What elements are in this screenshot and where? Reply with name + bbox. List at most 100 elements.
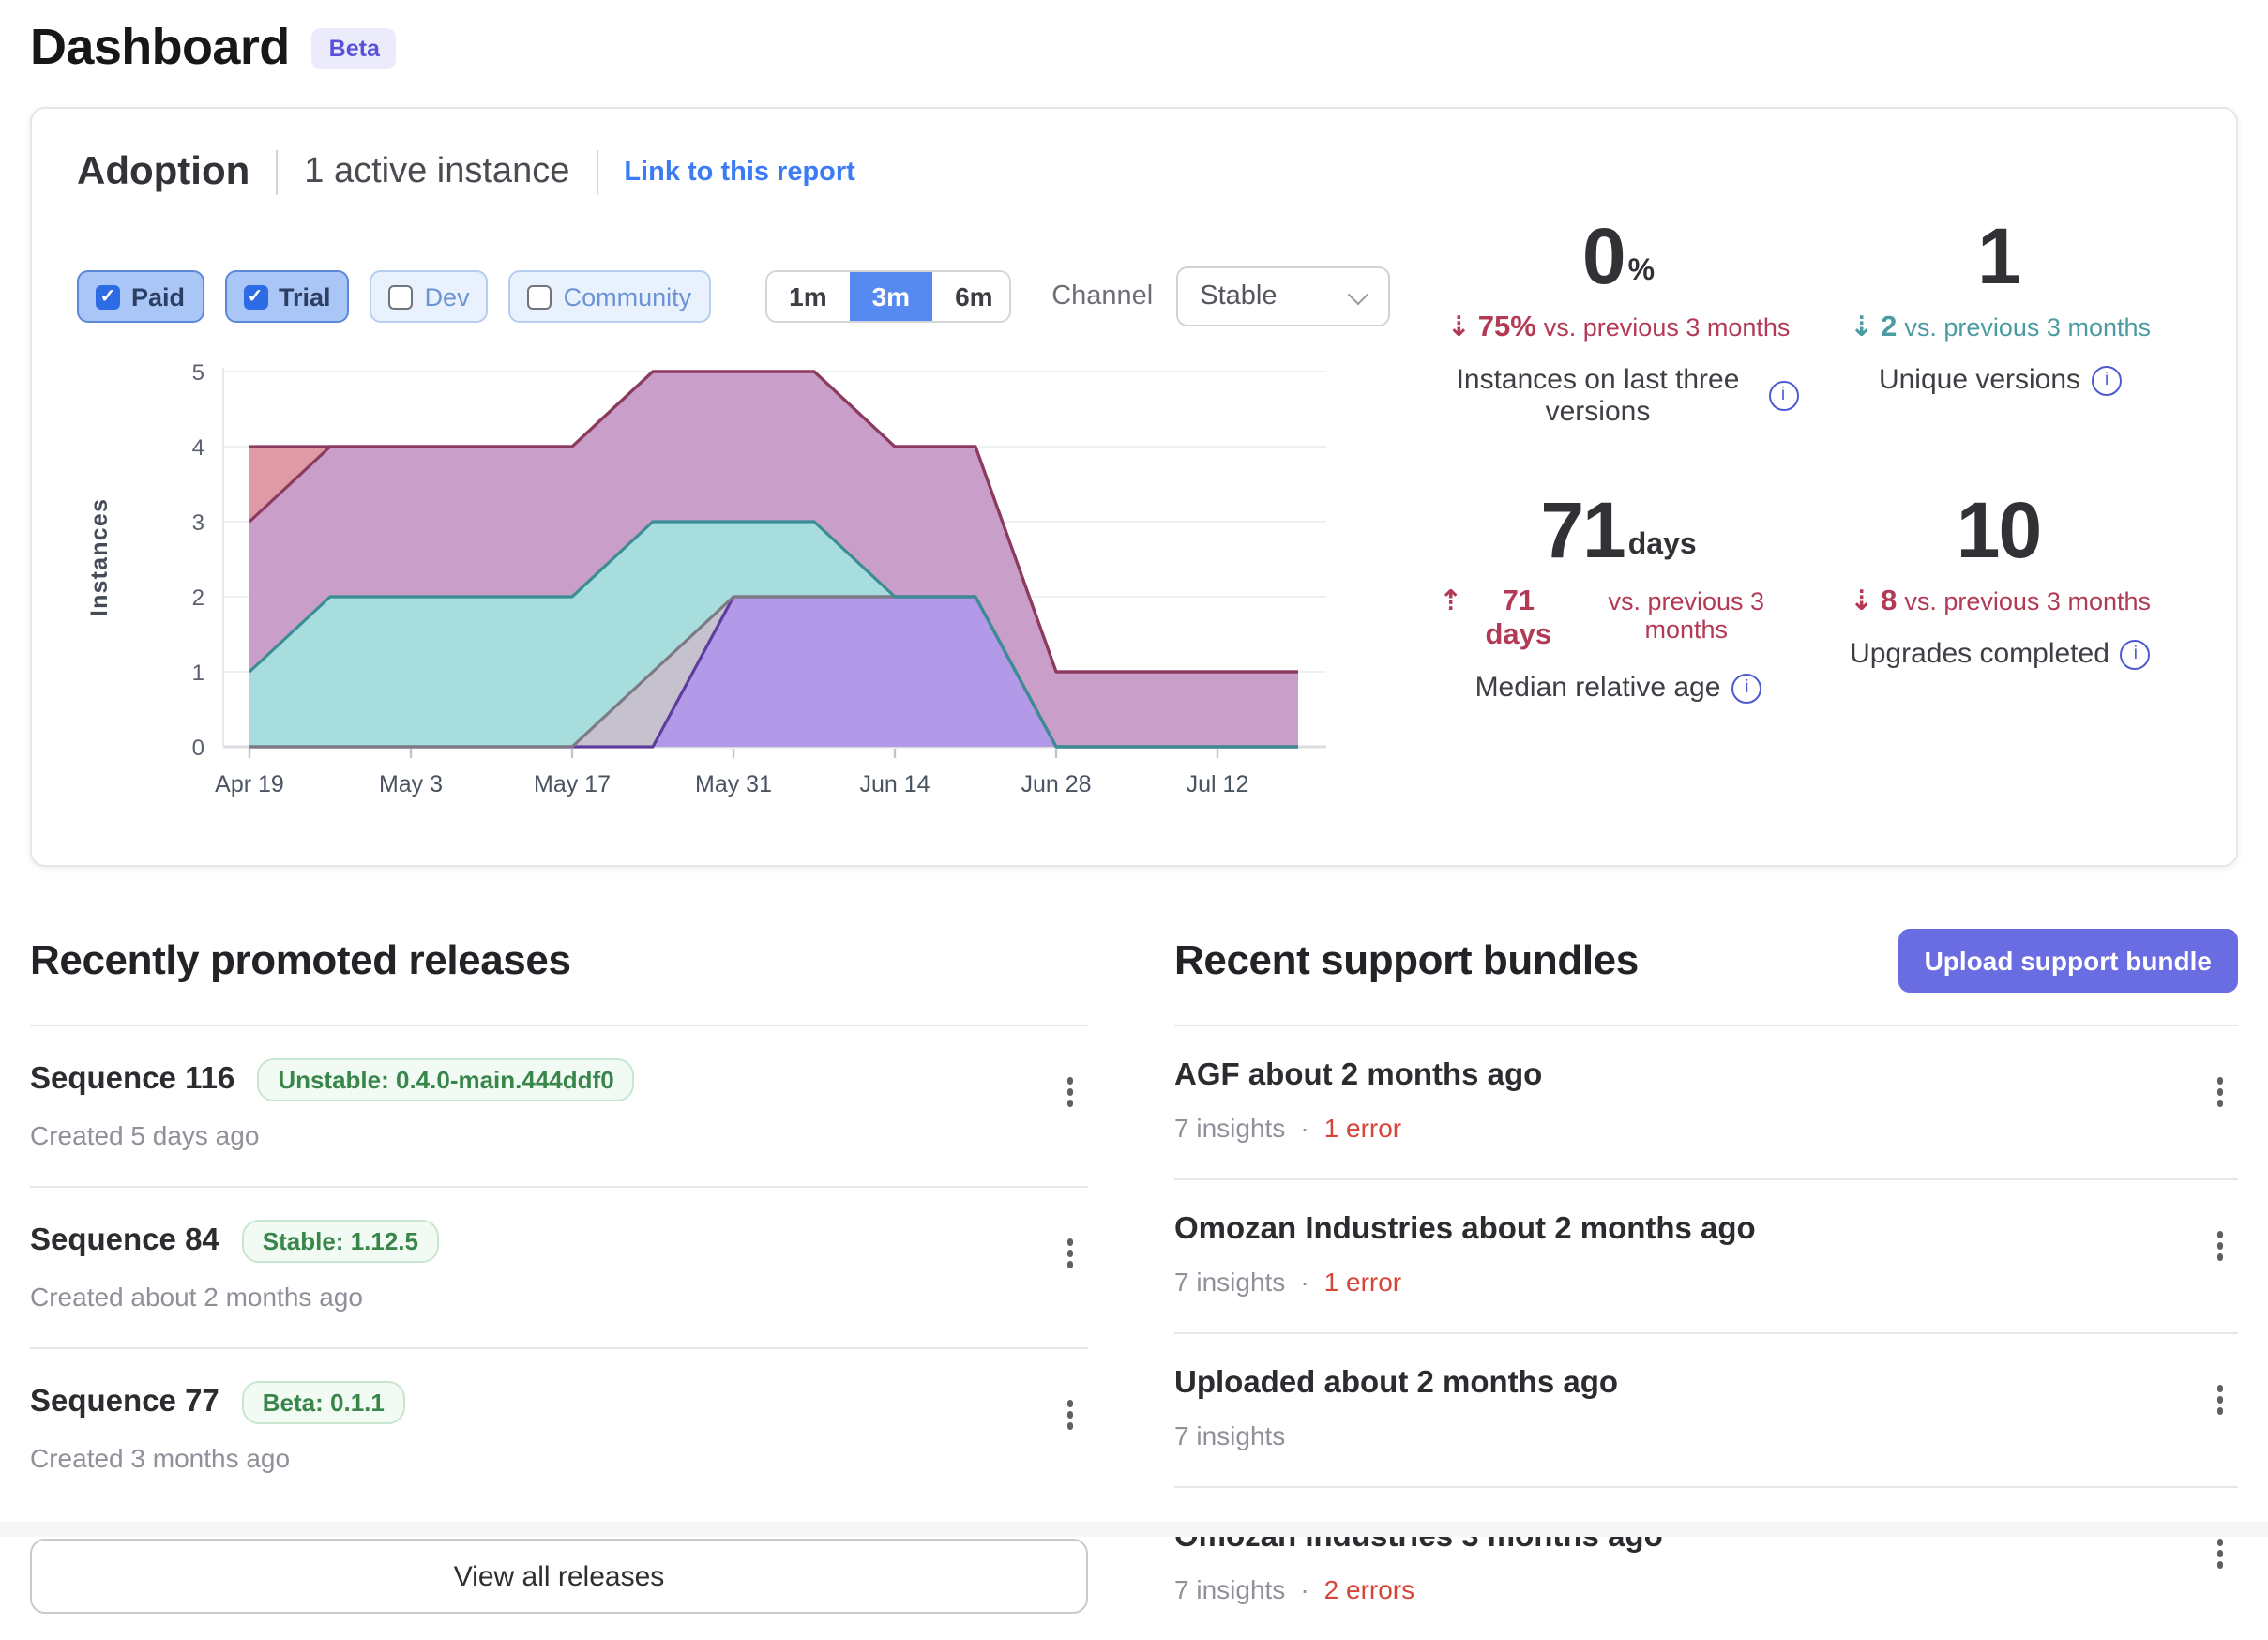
releases-heading: Recently promoted releases: [30, 936, 571, 983]
dot-separator: ·: [1300, 1574, 1309, 1604]
time-range-segmented-control: 1m 3m 6m 1y: [764, 270, 1011, 323]
release-created-at: Created 5 days ago: [30, 1120, 260, 1150]
svg-text:0: 0: [192, 736, 204, 761]
info-icon[interactable]: i: [2092, 365, 2123, 395]
trend-down-icon: ⇣: [1849, 584, 1874, 617]
line-version-teal: [248, 520, 1298, 749]
kebab-menu-icon[interactable]: [2201, 1220, 2238, 1271]
divider: [30, 1025, 1088, 1026]
stat-upgrades-completed: 10 ⇣ 8 vs. previous 3 months Upgrades comp…: [1849, 486, 2151, 670]
svg-text:Jun 14: Jun 14: [859, 771, 930, 797]
bundle-insights-count: 7 insights: [1174, 1420, 1286, 1450]
checkbox-community[interactable]: [527, 284, 552, 309]
view-all-releases-button[interactable]: View all releases: [30, 1539, 1088, 1614]
svg-text:May 17: May 17: [534, 771, 611, 797]
line-version-salmon: [249, 370, 1298, 674]
channel-select-value: Stable: [1200, 281, 1278, 311]
adoption-card-header: Adoption 1 active instance Link to this …: [77, 150, 2191, 195]
kebab-menu-icon[interactable]: [1051, 1227, 1088, 1279]
kebab-menu-icon[interactable]: [2201, 1374, 2238, 1425]
bundle-insights-count: 7 insights: [1174, 1113, 1286, 1143]
separator: [276, 150, 279, 195]
stat-unique-versions: 1 ⇣ 2 vs. previous 3 months Unique version…: [1849, 212, 2151, 396]
adoption-card: Adoption 1 active instance Link to this …: [30, 107, 2238, 867]
release-list: Sequence 116 Unstable: 0.4.0-main.444ddf0…: [30, 1026, 1088, 1509]
filter-chip-paid[interactable]: Paid: [77, 270, 204, 323]
svg-text:4: 4: [192, 435, 204, 461]
support-bundle-row: AGF about 2 months ago 7 insights · 1 error: [1174, 1026, 2238, 1178]
dot-separator: ·: [1300, 1267, 1309, 1297]
kebab-menu-icon[interactable]: [1051, 1066, 1088, 1117]
filter-chip-trial[interactable]: Trial: [224, 270, 350, 323]
stat-instances-last-three-versions: 0% ⇣ 75% vs. previous 3 months Instances o…: [1428, 217, 1809, 428]
area-version-teal: [249, 522, 1298, 747]
bundle-title: Omozan Industries about 2 months ago: [1174, 1212, 1756, 1246]
bundles-heading: Recent support bundles: [1174, 936, 1639, 983]
support-bundle-row: Uploaded about 2 months ago 7 insights: [1174, 1334, 2238, 1486]
svg-text:Instances: Instances: [86, 498, 113, 616]
release-version-badge: Beta: 0.1.1: [241, 1381, 405, 1424]
bundle-title: AGF about 2 months ago: [1174, 1058, 1543, 1092]
release-row: Sequence 77 Beta: 0.1.1 Created 3 months a…: [30, 1349, 1088, 1509]
support-bundle-list: AGF about 2 months ago 7 insights · 1 error…: [1174, 1026, 2238, 1640]
bundle-insights-count: 7 insights: [1174, 1574, 1286, 1604]
adoption-stats: 0% ⇣ 75% vs. previous 3 months Instances o…: [1390, 195, 2191, 704]
release-title: Sequence 84: [30, 1223, 219, 1257]
svg-text:May 3: May 3: [379, 771, 443, 797]
info-icon[interactable]: i: [1731, 673, 1762, 703]
svg-text:Apr 19: Apr 19: [215, 771, 284, 797]
info-icon[interactable]: i: [1768, 381, 1798, 411]
release-title: Sequence 116: [30, 1062, 235, 1096]
beta-badge: Beta: [311, 27, 397, 68]
checkbox-trial[interactable]: [243, 284, 268, 309]
kebab-menu-icon[interactable]: [1051, 1389, 1088, 1440]
divider: [1174, 1332, 2238, 1334]
kebab-menu-icon[interactable]: [2201, 1066, 2238, 1117]
stat-median-relative-age: 71 days ⇡ 71 days vs. previous 3 months Med…: [1439, 486, 1765, 704]
adoption-filters: Paid Trial Dev Community 1m 3m 6m 1y Cha…: [77, 266, 1390, 326]
trend-down-icon: ⇣: [1849, 310, 1874, 343]
bundle-insights-count: 7 insights: [1174, 1267, 1286, 1297]
filter-chip-community[interactable]: Community: [508, 270, 711, 323]
range-6m[interactable]: 6m: [932, 272, 1009, 321]
bundle-error-count: 1 error: [1323, 1267, 1402, 1297]
page-header: Dashboard Beta: [30, 19, 2238, 77]
release-created-at: Created 3 months ago: [30, 1443, 291, 1473]
bundle-title: Uploaded about 2 months ago: [1174, 1366, 1619, 1400]
trend-down-icon: ⇣: [1446, 310, 1471, 343]
divider: [30, 1186, 1088, 1188]
separator: [596, 150, 598, 195]
svg-text:Jul 12: Jul 12: [1187, 771, 1249, 797]
divider: [1174, 1178, 2238, 1180]
support-bundle-row: Omozan Industries 3 months ago 7 insights…: [1174, 1488, 2238, 1640]
checkbox-paid[interactable]: [96, 284, 120, 309]
support-bundle-row: Omozan Industries about 2 months ago 7 in…: [1174, 1180, 2238, 1332]
release-version-badge: Stable: 1.12.5: [241, 1220, 439, 1263]
channel-select[interactable]: Stable: [1175, 266, 1390, 326]
active-instance-count: 1 active instance: [304, 152, 570, 191]
range-1m[interactable]: 1m: [766, 272, 850, 321]
range-3m[interactable]: 3m: [849, 272, 933, 321]
divider: [1174, 1486, 2238, 1488]
release-created-at: Created about 2 months ago: [30, 1282, 363, 1312]
stacked-area-chart: 0 1 2 3 4 5 Instances Apr 19 May 3 May 17 May 31 Ju…: [86, 360, 1326, 797]
adoption-title: Adoption: [77, 150, 250, 193]
release-version-badge: Unstable: 0.4.0-main.444ddf0: [257, 1058, 635, 1101]
filter-chip-dev[interactable]: Dev: [370, 270, 489, 323]
svg-text:2: 2: [192, 585, 204, 611]
divider: [30, 1347, 1088, 1349]
checkbox-dev[interactable]: [388, 284, 414, 309]
adoption-chart: 0 1 2 3 4 5 Instances Apr 19 May 3 May 17 May 31 Ju…: [77, 357, 1390, 820]
svg-text:5: 5: [192, 360, 204, 386]
page-title: Dashboard: [30, 19, 290, 75]
info-icon[interactable]: i: [2120, 639, 2151, 669]
bundle-error-count: 1 error: [1323, 1113, 1402, 1143]
svg-text:1: 1: [192, 661, 204, 686]
channel-label: Channel: [1051, 281, 1154, 311]
release-title: Sequence 77: [30, 1385, 219, 1419]
viewport-bottom-edge: [0, 1522, 2268, 1537]
release-row: Sequence 116 Unstable: 0.4.0-main.444ddf0…: [30, 1026, 1088, 1186]
svg-text:Jun 28: Jun 28: [1021, 771, 1091, 797]
link-to-report[interactable]: Link to this report: [624, 158, 855, 188]
upload-support-bundle-button[interactable]: Upload support bundle: [1898, 929, 2238, 993]
